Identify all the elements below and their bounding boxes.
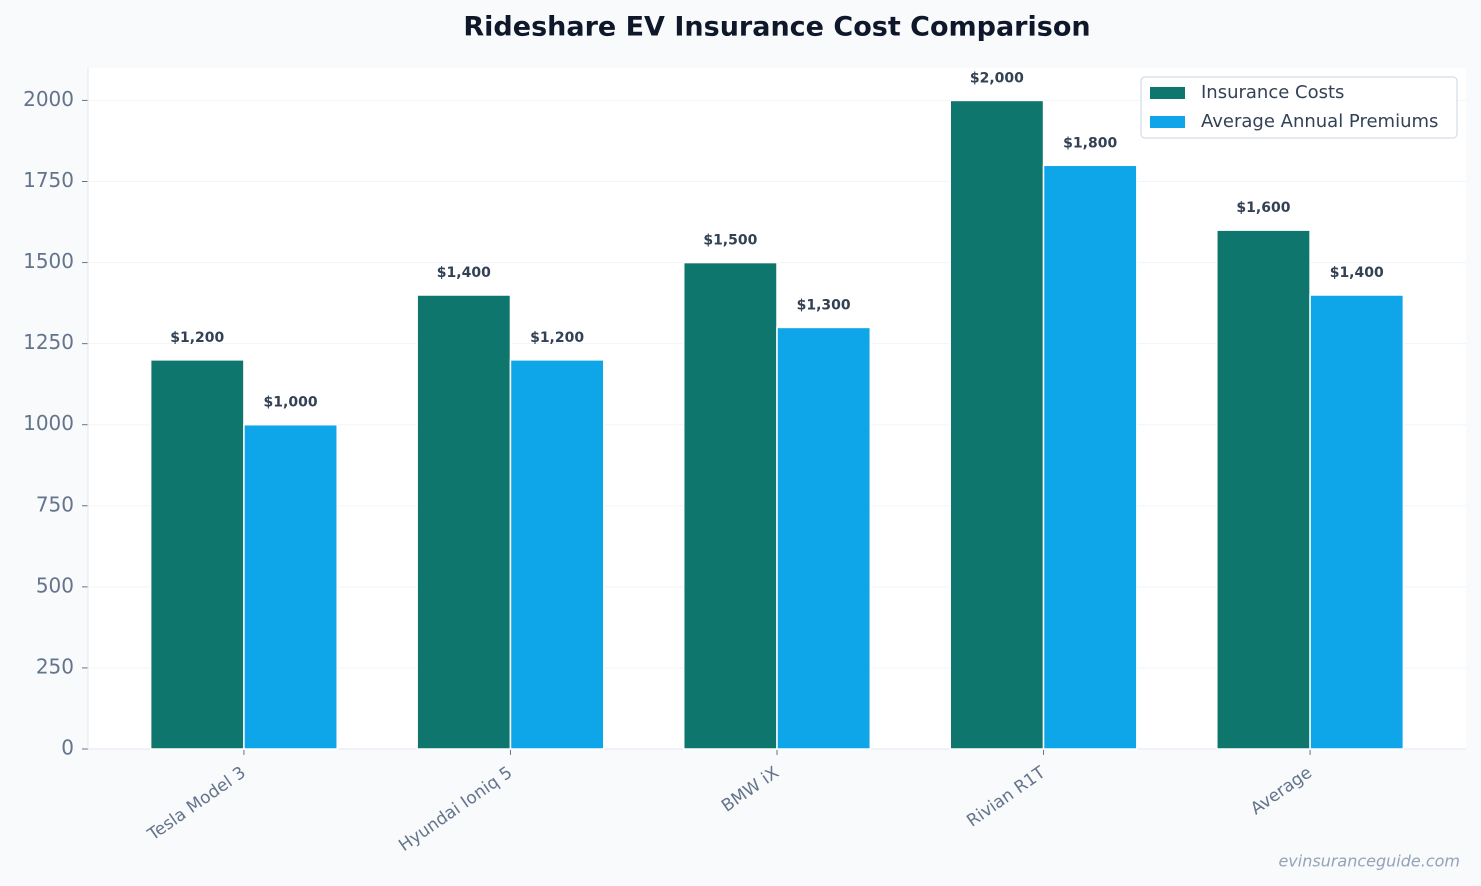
- value-label: $1,400: [437, 265, 491, 281]
- bar: [149, 359, 245, 750]
- value-label: $2,000: [970, 70, 1024, 86]
- bar: [1042, 164, 1138, 750]
- y-tick-label: 1500: [23, 249, 74, 273]
- bar: [1309, 294, 1405, 750]
- watermark: evinsuranceguide.com: [1278, 852, 1460, 871]
- legend-label: Insurance Costs: [1201, 82, 1344, 103]
- y-tick-label: 2000: [23, 87, 74, 111]
- bar: [416, 294, 512, 750]
- legend-swatch: [1150, 87, 1185, 99]
- bar: [776, 326, 872, 750]
- y-tick-label: 0: [61, 736, 74, 760]
- legend-label: Average Annual Premiums: [1201, 111, 1438, 132]
- bar: [243, 423, 338, 750]
- legend-box: [1140, 76, 1458, 139]
- value-label: $1,000: [264, 395, 318, 411]
- y-tick-label: 1250: [23, 330, 74, 354]
- y-tick-label: 1750: [23, 168, 74, 192]
- legend-swatch: [1150, 116, 1185, 128]
- y-tick-label: 1000: [23, 411, 74, 435]
- value-label: $1,500: [703, 233, 757, 249]
- value-label: $1,200: [530, 330, 584, 346]
- value-label: $1,600: [1236, 200, 1290, 216]
- y-tick-label: 250: [36, 654, 74, 678]
- bar: [949, 99, 1045, 750]
- value-label: $1,200: [170, 330, 224, 346]
- value-label: $1,800: [1063, 135, 1117, 151]
- bar: [509, 359, 605, 750]
- bar: [1216, 229, 1311, 750]
- chart-title: Rideshare EV Insurance Cost Comparison: [463, 12, 1090, 43]
- value-label: $1,400: [1330, 265, 1384, 281]
- y-tick-label: 750: [36, 492, 74, 516]
- y-tick-label: 500: [36, 573, 74, 597]
- value-label: $1,300: [797, 297, 851, 313]
- bar: [682, 261, 778, 750]
